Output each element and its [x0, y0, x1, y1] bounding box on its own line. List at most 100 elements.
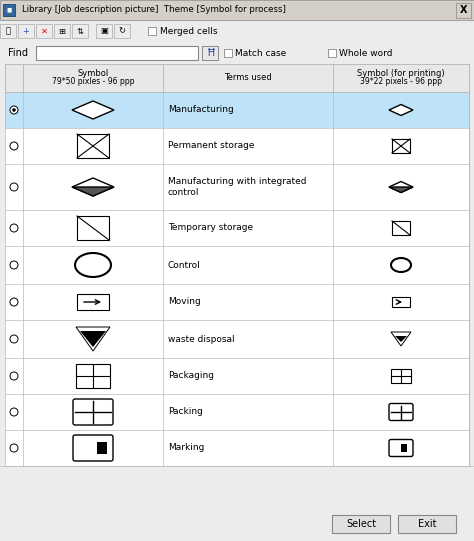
- Polygon shape: [76, 327, 110, 351]
- Text: X: X: [460, 5, 467, 15]
- Circle shape: [10, 444, 18, 452]
- Bar: [224, 49, 232, 57]
- FancyBboxPatch shape: [73, 399, 113, 425]
- Text: ▣: ▣: [100, 27, 108, 36]
- Bar: [0, 20, 474, 42]
- Text: Manufacturing with integrated
control: Manufacturing with integrated control: [168, 176, 307, 197]
- Bar: [456, 3, 471, 18]
- Text: Whole word: Whole word: [339, 49, 392, 57]
- Bar: [76, 364, 110, 388]
- Bar: [18, 24, 34, 38]
- Bar: [114, 24, 130, 38]
- Text: Packaging: Packaging: [168, 372, 214, 380]
- Bar: [5, 246, 469, 284]
- Circle shape: [10, 106, 18, 114]
- Bar: [5, 394, 469, 430]
- Text: Temporary storage: Temporary storage: [168, 223, 253, 233]
- Bar: [148, 27, 156, 35]
- Bar: [401, 444, 407, 452]
- Circle shape: [10, 261, 18, 269]
- Bar: [36, 46, 198, 60]
- Bar: [392, 139, 410, 153]
- Text: Moving: Moving: [168, 298, 201, 307]
- Polygon shape: [72, 101, 114, 119]
- Text: Match case: Match case: [235, 49, 286, 57]
- Bar: [3, 4, 15, 16]
- Bar: [391, 369, 411, 383]
- Bar: [97, 442, 107, 454]
- Bar: [5, 164, 469, 210]
- Circle shape: [12, 108, 16, 112]
- Bar: [0, 0, 474, 20]
- Text: Control: Control: [168, 261, 201, 269]
- Circle shape: [10, 335, 18, 343]
- Text: Library [Job description picture]  Theme [Symbol for process]: Library [Job description picture] Theme …: [22, 5, 286, 15]
- Text: ✕: ✕: [40, 27, 47, 36]
- Bar: [0, 466, 474, 541]
- Text: Exit: Exit: [418, 519, 436, 529]
- Bar: [5, 358, 469, 394]
- Ellipse shape: [391, 258, 411, 272]
- Bar: [332, 515, 390, 533]
- Bar: [77, 294, 109, 310]
- Text: waste disposal: waste disposal: [168, 334, 235, 344]
- Text: Symbol (for printing): Symbol (for printing): [357, 69, 445, 77]
- Circle shape: [10, 298, 18, 306]
- Polygon shape: [389, 187, 413, 193]
- Bar: [72, 24, 88, 38]
- FancyBboxPatch shape: [389, 404, 413, 420]
- Bar: [202, 46, 218, 60]
- Circle shape: [10, 183, 18, 191]
- Polygon shape: [72, 178, 114, 196]
- Text: ⇅: ⇅: [76, 27, 83, 36]
- Bar: [0, 42, 474, 64]
- Bar: [392, 221, 410, 235]
- Polygon shape: [389, 104, 413, 115]
- Text: 🖨: 🖨: [6, 27, 10, 36]
- Bar: [398, 515, 456, 533]
- Text: Permanent storage: Permanent storage: [168, 142, 255, 150]
- Bar: [77, 134, 109, 158]
- Text: Manufacturing: Manufacturing: [168, 105, 234, 115]
- FancyBboxPatch shape: [389, 439, 413, 457]
- Bar: [5, 320, 469, 358]
- Bar: [5, 210, 469, 246]
- Text: +: +: [23, 27, 29, 36]
- Bar: [328, 49, 336, 57]
- Bar: [77, 216, 109, 240]
- Text: Ħ: Ħ: [206, 48, 214, 58]
- Bar: [392, 297, 410, 307]
- Circle shape: [10, 372, 18, 380]
- Polygon shape: [72, 187, 114, 196]
- Bar: [36, 24, 52, 38]
- Bar: [23, 64, 469, 92]
- Text: Merged cells: Merged cells: [160, 27, 218, 36]
- Bar: [5, 92, 469, 128]
- Bar: [5, 128, 469, 164]
- Text: Packing: Packing: [168, 407, 203, 417]
- FancyBboxPatch shape: [73, 435, 113, 461]
- Bar: [5, 430, 469, 466]
- Circle shape: [10, 224, 18, 232]
- Bar: [54, 24, 70, 38]
- Text: Select: Select: [346, 519, 376, 529]
- Bar: [96, 24, 112, 38]
- Text: Terms used: Terms used: [224, 74, 272, 82]
- Polygon shape: [389, 181, 413, 193]
- Circle shape: [10, 142, 18, 150]
- Text: ■: ■: [6, 8, 12, 12]
- Text: 39*22 pixels - 96 ppp: 39*22 pixels - 96 ppp: [360, 77, 442, 87]
- Text: 79*50 pixles - 96 ppp: 79*50 pixles - 96 ppp: [52, 77, 134, 87]
- Ellipse shape: [75, 253, 111, 277]
- Text: Marking: Marking: [168, 444, 204, 452]
- Bar: [5, 64, 23, 92]
- Text: ↻: ↻: [118, 27, 126, 36]
- Polygon shape: [391, 332, 411, 346]
- Bar: [0, 24, 16, 38]
- Bar: [5, 284, 469, 320]
- Text: Find: Find: [8, 48, 28, 58]
- Text: Symbol: Symbol: [77, 69, 109, 77]
- Circle shape: [10, 408, 18, 416]
- Polygon shape: [80, 331, 106, 347]
- Bar: [5, 64, 469, 466]
